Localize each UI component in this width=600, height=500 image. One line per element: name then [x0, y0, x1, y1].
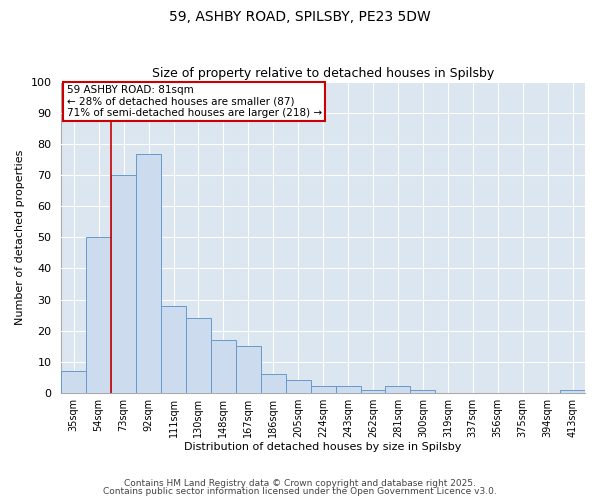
- Bar: [161, 306, 186, 392]
- Text: Contains HM Land Registry data © Crown copyright and database right 2025.: Contains HM Land Registry data © Crown c…: [124, 478, 476, 488]
- Bar: [560, 390, 585, 392]
- Bar: [236, 346, 261, 393]
- Bar: [335, 386, 361, 392]
- Bar: [186, 318, 211, 392]
- Text: Contains public sector information licensed under the Open Government Licence v3: Contains public sector information licen…: [103, 487, 497, 496]
- Bar: [111, 176, 136, 392]
- Bar: [61, 371, 86, 392]
- Bar: [385, 386, 410, 392]
- Text: 59 ASHBY ROAD: 81sqm
← 28% of detached houses are smaller (87)
71% of semi-detac: 59 ASHBY ROAD: 81sqm ← 28% of detached h…: [67, 85, 322, 118]
- X-axis label: Distribution of detached houses by size in Spilsby: Distribution of detached houses by size …: [184, 442, 462, 452]
- Bar: [410, 390, 436, 392]
- Bar: [136, 154, 161, 392]
- Bar: [211, 340, 236, 392]
- Bar: [311, 386, 335, 392]
- Y-axis label: Number of detached properties: Number of detached properties: [15, 150, 25, 325]
- Title: Size of property relative to detached houses in Spilsby: Size of property relative to detached ho…: [152, 66, 494, 80]
- Bar: [86, 238, 111, 392]
- Bar: [286, 380, 311, 392]
- Bar: [361, 390, 385, 392]
- Bar: [261, 374, 286, 392]
- Text: 59, ASHBY ROAD, SPILSBY, PE23 5DW: 59, ASHBY ROAD, SPILSBY, PE23 5DW: [169, 10, 431, 24]
